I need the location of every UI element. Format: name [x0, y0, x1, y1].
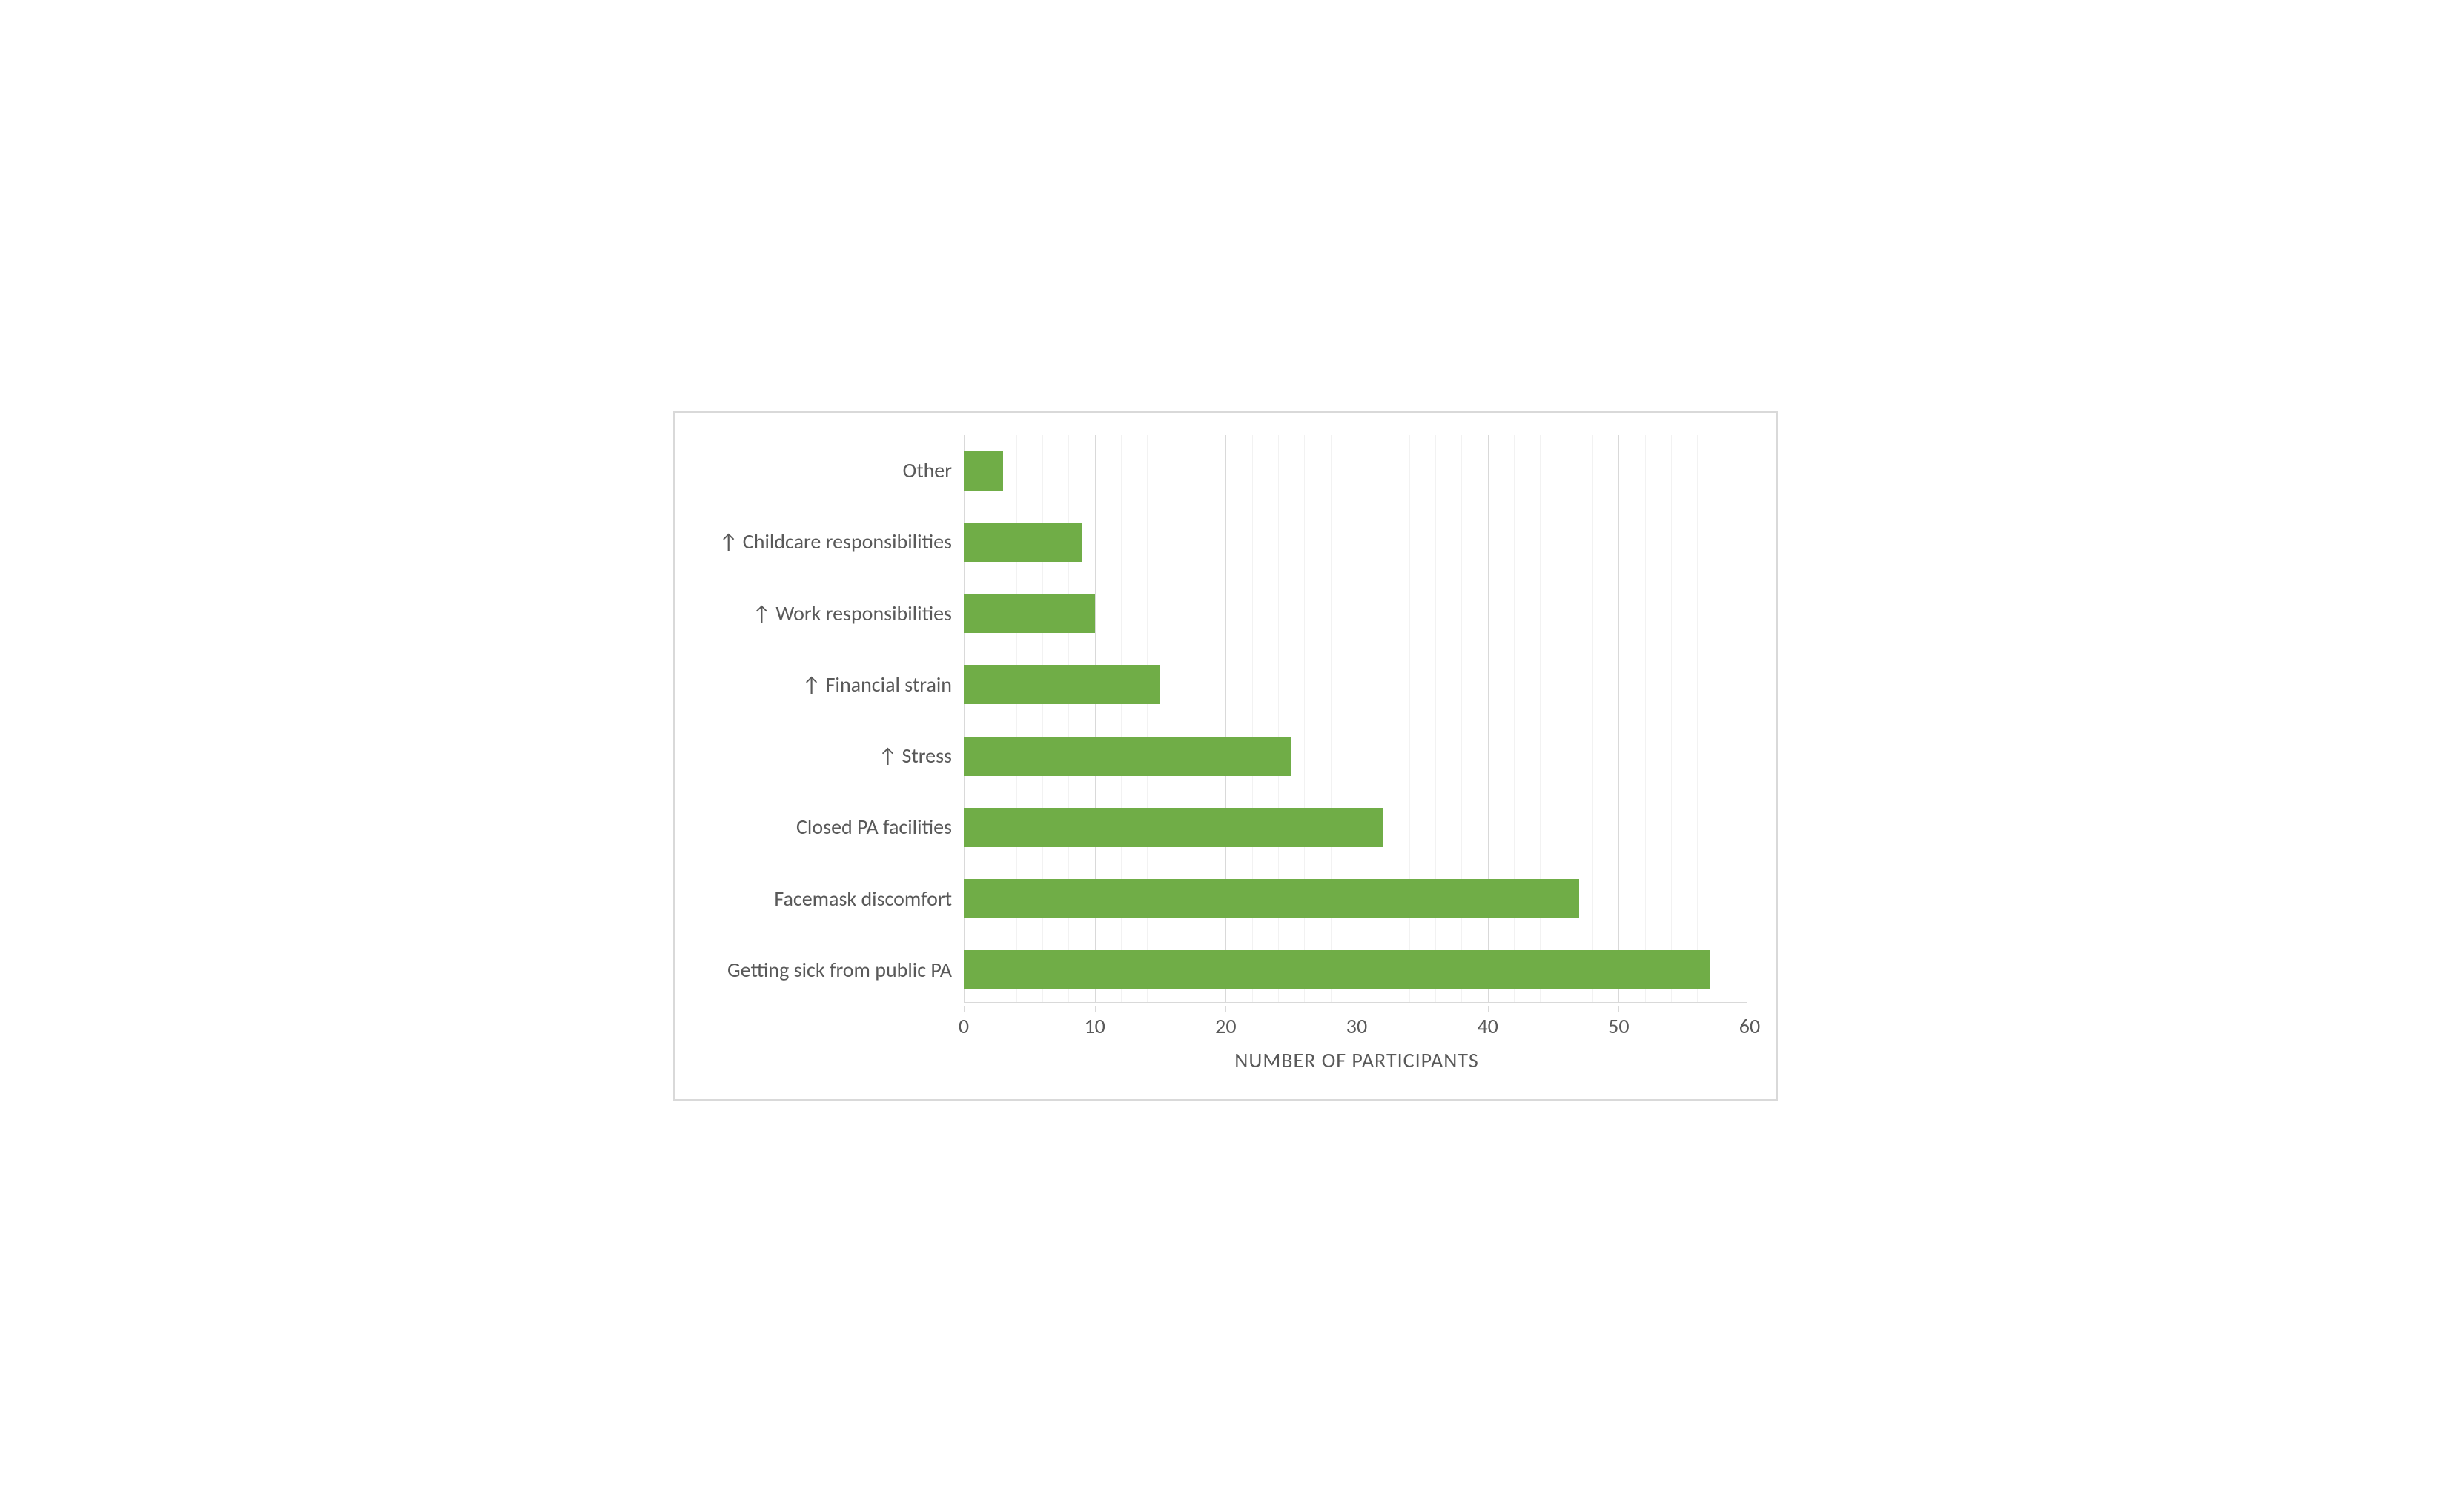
x-tick-label: 30: [1346, 1013, 1367, 1039]
gridline-major: [1618, 435, 1619, 1003]
gridline-minor: [1671, 435, 1672, 1003]
bar: [964, 451, 1003, 491]
bar: [964, 665, 1160, 704]
bar: [964, 879, 1579, 918]
bar: [964, 594, 1095, 633]
gridline-minor: [1592, 435, 1593, 1003]
bar: [964, 737, 1291, 776]
x-tick-label: 60: [1739, 1013, 1760, 1039]
category-label: Closed PA facilities: [796, 792, 952, 863]
x-tick-label: 10: [1084, 1013, 1105, 1039]
bar: [964, 808, 1383, 847]
category-label: ↑ Work responsibilities: [752, 578, 952, 649]
x-tick-label: 40: [1477, 1013, 1498, 1039]
gridline-minor: [1697, 435, 1698, 1003]
x-tick-label: 50: [1608, 1013, 1629, 1039]
x-tick-mark: [1618, 1006, 1619, 1012]
x-tick-mark: [1095, 1006, 1096, 1012]
gridline-minor: [1645, 435, 1646, 1003]
category-label: Facemask discomfort: [774, 863, 952, 935]
category-label: ↑ Childcare responsibilities: [719, 506, 952, 577]
category-label: ↑ Financial strain: [802, 649, 952, 720]
category-label: Getting sick from public PA: [727, 935, 952, 1006]
bar: [964, 523, 1082, 562]
plot-area: [964, 435, 1747, 1003]
x-tick-mark: [1488, 1006, 1489, 1012]
x-axis-line: [964, 1002, 1747, 1003]
x-tick-mark: [964, 1006, 965, 1012]
chart-frame: Other↑ Childcare responsibilities↑ Work …: [673, 411, 1778, 1101]
category-label: Other: [903, 435, 952, 506]
x-axis-title: NUMBER OF PARTICIPANTS: [964, 1047, 1750, 1073]
category-label: ↑ Stress: [879, 720, 952, 792]
x-tick-label: 20: [1215, 1013, 1236, 1039]
bar: [964, 950, 1710, 989]
x-tick-label: 0: [959, 1013, 969, 1039]
